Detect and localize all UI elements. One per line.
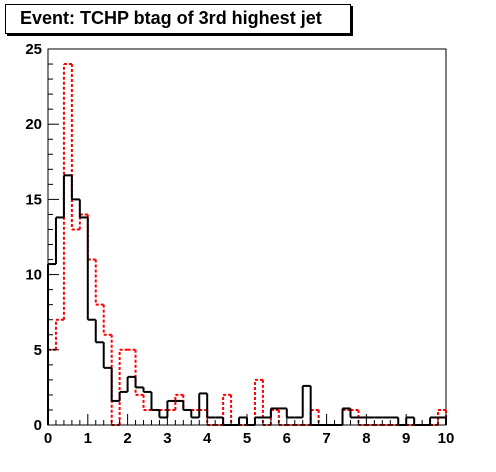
x-tick-label: 9 <box>402 430 410 447</box>
y-tick-label: 25 <box>25 41 42 58</box>
title-box: Event: TCHP btag of 3rd highest jet <box>5 4 351 34</box>
y-tick-label: 20 <box>25 116 42 133</box>
x-tick-label: 8 <box>362 430 370 447</box>
x-tick-label: 6 <box>283 430 291 447</box>
x-tick-label: 0 <box>44 430 52 447</box>
y-tick-label: 0 <box>34 417 42 434</box>
series-dashed-red <box>47 63 447 426</box>
series-solid-black <box>47 174 447 426</box>
y-tick-label: 15 <box>25 191 42 208</box>
y-tick-label: 5 <box>34 342 42 359</box>
x-tick-label: 5 <box>243 430 251 447</box>
x-tick-label: 7 <box>322 430 330 447</box>
x-tick-label: 10 <box>438 430 455 447</box>
series-layer <box>47 63 447 426</box>
y-tick-label: 10 <box>25 267 42 284</box>
chart-title: Event: TCHP btag of 3rd highest jet <box>20 8 322 28</box>
x-tick-label: 1 <box>84 430 92 447</box>
x-tick-label: 2 <box>123 430 131 447</box>
x-tick-label: 3 <box>163 430 171 447</box>
axis-layer: 0 1 2 3 4 5 6 7 8 9 10 0 5 10 15 20 25 <box>25 41 454 447</box>
x-tick-label: 4 <box>203 430 212 447</box>
